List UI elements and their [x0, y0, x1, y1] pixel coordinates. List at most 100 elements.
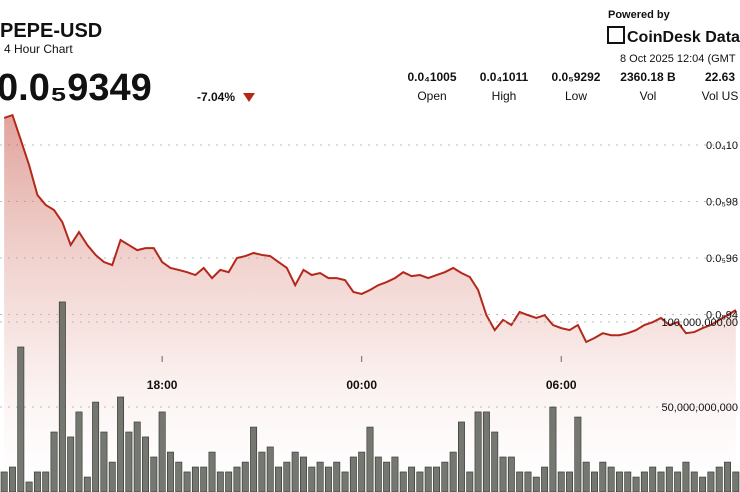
volume-bar [707, 471, 715, 492]
volume-bar [125, 431, 133, 492]
brand: CoinDesk Data [627, 29, 740, 46]
volume-bar [92, 401, 100, 492]
volume-bar [615, 471, 623, 492]
plot-area: 100,000,000,00 50,000,000,000 0.0₄10 0.0₅98… [0, 113, 740, 492]
volume-bar [499, 456, 507, 492]
volume-bar [275, 466, 282, 492]
stat-label: Open [417, 89, 446, 103]
stat-value: 0.0₄1011 [480, 70, 529, 84]
y-tick-label: 0.0₅96 [706, 253, 738, 265]
volume-bar [9, 466, 16, 492]
volume-bar [324, 466, 332, 492]
volume-bar [632, 476, 640, 492]
volume-tick-label: 50,000,000,000 [662, 402, 738, 414]
volume-bar [266, 446, 274, 492]
volume-bar [191, 466, 199, 492]
volume-bar [300, 456, 307, 492]
volume-bar [341, 471, 349, 492]
volume-bar [566, 471, 574, 492]
volume-bar [333, 461, 341, 492]
x-tick-label: 06:00 [546, 378, 577, 392]
volume-tick-label: 100,000,000,00 [662, 317, 738, 329]
volume-bar [349, 456, 357, 492]
stat-label: High [492, 89, 517, 103]
volume-bar [358, 451, 366, 492]
volume-bar [258, 451, 266, 492]
volume-bar [466, 471, 474, 492]
volume-bar [208, 451, 216, 492]
volume-bar [441, 461, 449, 492]
y-tick-label: 0.0₄10 [706, 140, 738, 152]
volume-bar [715, 466, 723, 492]
volume-bar [50, 431, 58, 492]
volume-bar [374, 456, 382, 492]
volume-bar [200, 466, 208, 492]
volume-bar [316, 461, 324, 492]
volume-bar [133, 421, 141, 492]
volume-bar [399, 471, 407, 492]
volume-bar [640, 471, 648, 492]
last-price: 0.0₅9349 [0, 67, 152, 109]
powered-by: Powered by [608, 9, 671, 21]
volume-bar [391, 456, 399, 492]
volume-bar [33, 471, 41, 492]
volume-bar [416, 471, 424, 492]
volume-bar [408, 466, 416, 492]
volume-bar [424, 466, 432, 492]
x-tick-label: 18:00 [147, 378, 178, 392]
stat-label: Vol [640, 89, 657, 103]
volume-bar [524, 471, 532, 492]
volume-bar [690, 471, 698, 492]
volume-bar [541, 466, 549, 492]
volume-bar [100, 431, 108, 492]
down-arrow [243, 93, 255, 102]
volume-bar [532, 476, 540, 492]
volume-bar [699, 476, 707, 492]
volume-bar [283, 461, 291, 492]
change: -7.04% [197, 90, 235, 104]
volume-bar [117, 396, 125, 492]
volume-bar [58, 301, 66, 492]
volume-bar [591, 471, 598, 492]
volume-bar [17, 346, 25, 492]
volume-bar [83, 476, 91, 492]
volume-bar [474, 411, 482, 492]
volume-bar [142, 436, 149, 492]
volume-bar [158, 411, 166, 492]
y-tick-label: 0.0₅98 [706, 197, 738, 209]
x-tick-label: 00:00 [346, 378, 377, 392]
price-line [3, 113, 737, 344]
volume-bar [166, 451, 174, 492]
stat-value: 0.0₄1005 [407, 70, 456, 84]
stat-value: 22.63 [705, 70, 735, 84]
volume-bar [607, 466, 615, 492]
volume-bar [225, 471, 233, 492]
volume-bar [682, 461, 690, 492]
title: PEPE-USD [0, 20, 102, 42]
volume-bar [75, 411, 83, 492]
stat-label: Vol US [702, 89, 739, 103]
volume-bar [482, 411, 490, 492]
volume-bar [549, 406, 557, 492]
volume-bar [516, 471, 524, 492]
volume-bar [108, 461, 116, 492]
timestamp: 8 Oct 2025 12:04 (GMT [620, 53, 736, 65]
volume-bar [674, 471, 682, 492]
volume-bar [557, 471, 565, 492]
volume-bar [291, 451, 299, 492]
volume-bar [599, 461, 607, 492]
header: PEPE-USD 4 Hour Chart 0.0₅9349 -7.04% Po… [0, 9, 740, 109]
volume-bar [458, 421, 465, 492]
volume-bar [624, 471, 632, 492]
stat-label: Low [565, 89, 587, 103]
volume-bar [250, 426, 258, 492]
volume-bar [383, 461, 391, 492]
brand-icon [607, 26, 625, 44]
volume-bar [507, 456, 515, 492]
volume-bar [574, 416, 582, 492]
stat-value: 0.0₅9292 [552, 70, 601, 84]
y-tick-label: 0.0₅94 [706, 310, 738, 322]
price-area [4, 115, 736, 492]
